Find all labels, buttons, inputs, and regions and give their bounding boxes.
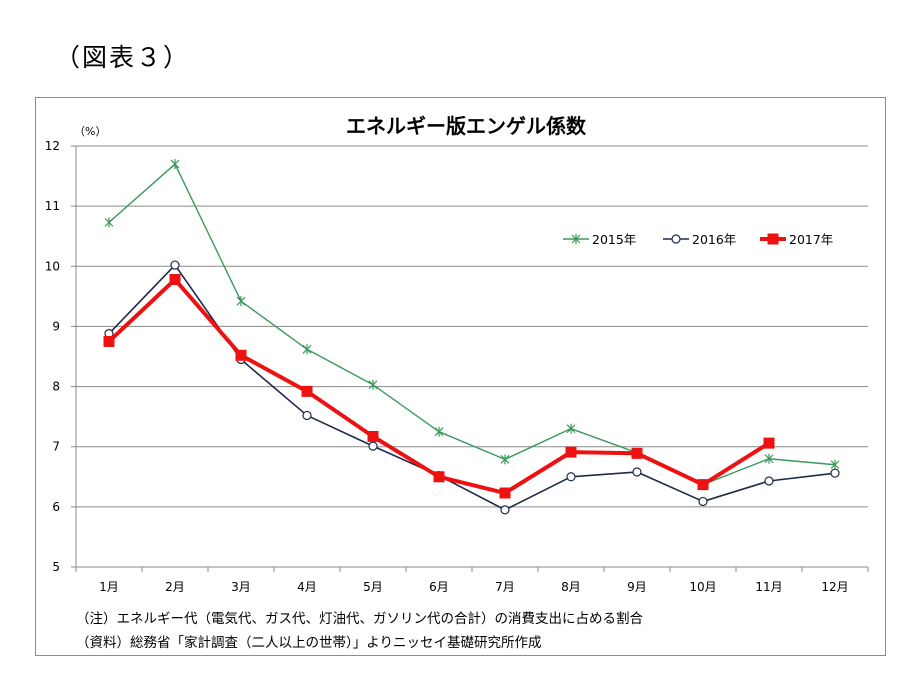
data-point-circle xyxy=(671,234,681,244)
series-group xyxy=(103,159,840,515)
series-square xyxy=(103,274,775,499)
x-tick-label: 10月 xyxy=(689,580,716,594)
data-point-circle xyxy=(566,472,576,482)
y-tick-label: 7 xyxy=(52,440,60,454)
figure-label: （図表３） xyxy=(55,43,191,72)
x-tick-label: 6月 xyxy=(429,580,449,594)
data-point-circle xyxy=(830,468,840,478)
series-line xyxy=(108,163,836,486)
y-tick-label: 5 xyxy=(52,560,60,574)
data-point-asterisk xyxy=(500,454,510,465)
data-point-square xyxy=(767,233,779,245)
series-line xyxy=(108,264,836,511)
x-tick-label: 11月 xyxy=(755,580,782,594)
data-point-asterisk xyxy=(302,344,312,355)
x-tick-label: 7月 xyxy=(495,580,515,594)
legend-label: 2017年 xyxy=(789,232,833,247)
legend-label: 2016年 xyxy=(692,232,736,247)
x-tick-label: 1月 xyxy=(99,580,119,594)
footnote: （注）エネルギー代（電気代、ガス代、灯油代、ガソリン代の合計）の消費支出に占める… xyxy=(76,611,643,627)
data-point-circle xyxy=(302,410,312,421)
legend: 2015年 2016年 2017年 xyxy=(563,232,833,247)
data-point-square xyxy=(631,447,643,459)
data-point-asterisk xyxy=(764,453,774,464)
legend-item: 2016年 xyxy=(663,232,736,247)
data-point-square xyxy=(301,385,313,397)
data-point-asterisk xyxy=(571,234,581,244)
data-point-asterisk xyxy=(434,426,444,437)
source-note: （資料）総務省「家計調査（二人以上の世帯）」よりニッセイ基礎研究所作成 xyxy=(76,635,542,651)
data-point-asterisk xyxy=(104,217,114,228)
x-tick-label: 8月 xyxy=(561,580,581,594)
y-tick-label: 8 xyxy=(52,380,60,394)
data-point-circle xyxy=(170,260,180,270)
chart-frame xyxy=(35,97,886,656)
x-tick-label: 3月 xyxy=(231,580,251,594)
data-point-square xyxy=(169,274,181,286)
data-point-circle xyxy=(368,441,378,451)
data-point-square xyxy=(763,437,775,449)
x-tick-label: 4月 xyxy=(297,580,317,594)
y-tick-label: 12 xyxy=(45,139,60,153)
data-point-circle xyxy=(632,467,642,477)
x-tick-label: 2月 xyxy=(165,580,185,594)
data-point-square xyxy=(103,335,115,347)
data-point-asterisk xyxy=(170,159,180,170)
data-point-square xyxy=(499,487,511,499)
data-point-asterisk xyxy=(236,296,246,307)
data-point-square xyxy=(433,471,445,483)
legend-label: 2015年 xyxy=(592,232,636,247)
data-point-circle xyxy=(764,476,774,486)
legend-item: 2017年 xyxy=(760,232,833,247)
y-tick-label: 10 xyxy=(45,259,60,273)
chart-title: エネルギー版エンゲル係数 xyxy=(346,114,587,138)
gridlines xyxy=(76,145,868,508)
y-axis-unit-label: （%） xyxy=(74,125,106,138)
axes: 5 6 7 8 9 10 11 12 1月 2月 3月 4月 5月 6月 7月 8月 9月 10月 11月 12月 xyxy=(45,139,869,594)
y-tick-label: 11 xyxy=(45,199,60,213)
x-tick-label: 5月 xyxy=(363,580,383,594)
y-tick-label: 6 xyxy=(52,500,60,514)
y-tick-label: 9 xyxy=(52,319,60,333)
data-point-asterisk xyxy=(566,423,576,434)
data-point-square xyxy=(565,446,577,458)
data-point-square xyxy=(235,349,247,361)
legend-item: 2015年 xyxy=(563,232,636,247)
data-point-asterisk xyxy=(830,459,840,470)
data-point-square xyxy=(367,430,379,442)
x-tick-label: 9月 xyxy=(627,580,647,594)
data-point-circle xyxy=(500,505,510,515)
data-point-circle xyxy=(698,496,708,507)
data-point-asterisk xyxy=(368,379,378,390)
series-open-circle xyxy=(104,260,840,515)
x-tick-label: 12月 xyxy=(821,580,848,594)
data-point-square xyxy=(697,479,709,491)
